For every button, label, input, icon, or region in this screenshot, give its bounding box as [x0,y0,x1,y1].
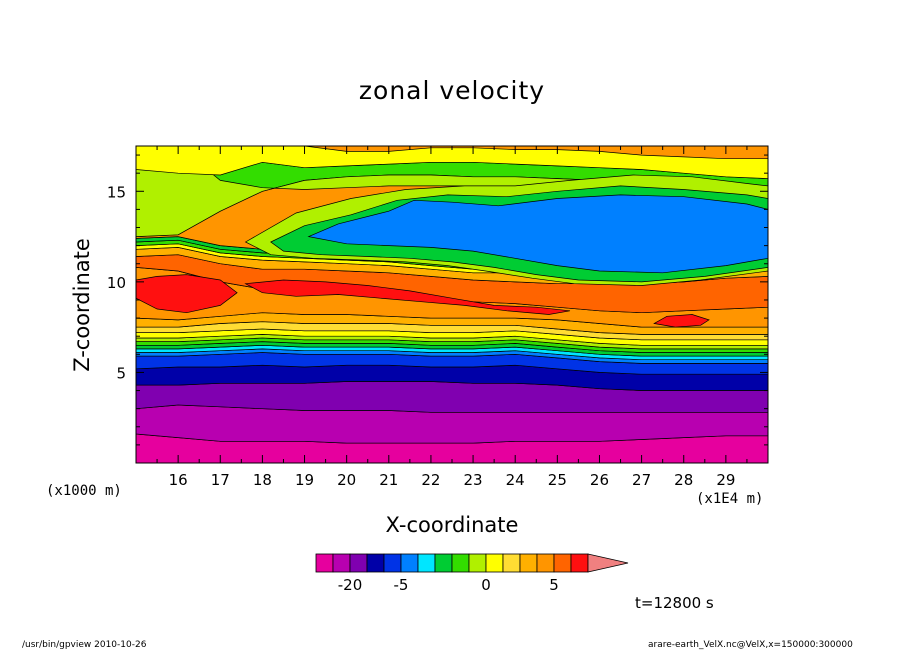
time-label: t=12800 s [635,594,714,612]
colorbar-swatch [570,553,589,573]
colorbar-tick-label: 5 [549,576,559,594]
x-tick-label: 17 [211,471,230,489]
colorbar-swatch [451,553,470,573]
colorbar-swatch [485,553,504,573]
colorbar-swatch [536,553,555,573]
x-tick-label: 25 [548,471,567,489]
colorbar-swatch [553,553,572,573]
x-tick-label: 20 [337,471,356,489]
colorbar-swatch [366,553,385,573]
x-tick-label: 27 [632,471,651,489]
colorbar-swatch [332,553,351,573]
y-axis-ticks: 5 10 15 [107,154,768,446]
x-axis-label: X-coordinate [385,513,519,537]
x-tick-label: 24 [506,471,525,489]
y-tick-label: 5 [116,364,126,382]
x-tick-label: 21 [379,471,398,489]
colorbar-swatch [468,553,487,573]
colorbar-tick-label: -5 [394,576,409,594]
y-tick-label: 10 [107,274,126,292]
x-tick-label: 23 [464,471,483,489]
x-unit-label: (x1E4 m) [696,491,764,507]
x-tick-label: 19 [295,471,314,489]
colorbar-swatch [502,553,521,573]
x-tick-label: 16 [169,471,188,489]
colorbar-swatch [519,553,538,573]
contour-band-22 [136,146,768,179]
contour-negative-core [307,194,768,274]
colorbar-swatch [400,553,419,573]
x-tick-label: 28 [674,471,693,489]
contour-positive-max-right [653,314,710,328]
x-tick-label: 29 [716,471,735,489]
colorbar: -20 -5 0 5 [315,553,629,594]
colorbar-swatch [434,553,453,573]
colorbar-tick-label: -20 [338,576,363,594]
x-tick-label: 26 [590,471,609,489]
x-axis-ticks: 16 17 18 19 20 21 22 23 24 25 26 27 28 29 [156,146,748,489]
chart-title: zonal velocity [358,76,546,105]
colorbar-swatch [315,553,334,573]
contour-positive-max-left [136,274,238,314]
x-tick-label: 18 [253,471,272,489]
colorbar-swatch [417,553,436,573]
colorbar-swatch [383,553,402,573]
colorbar-overflow-triangle [587,553,629,573]
footer-left: /usr/bin/gpview 2010-10-26 [22,640,147,650]
y-unit-label: (x1000 m) [46,483,122,499]
y-axis-label: Z-coordinate [70,238,94,372]
y-tick-label: 15 [107,183,126,201]
colorbar-tick-label: 0 [481,576,491,594]
contour-positive-max-upper [244,279,571,315]
footer-right: arare-earth_VelX.nc@VelX,x=150000:300000 [648,640,853,650]
contour-fill-layer [136,146,768,463]
colorbar-swatch [349,553,368,573]
x-tick-label: 22 [421,471,440,489]
